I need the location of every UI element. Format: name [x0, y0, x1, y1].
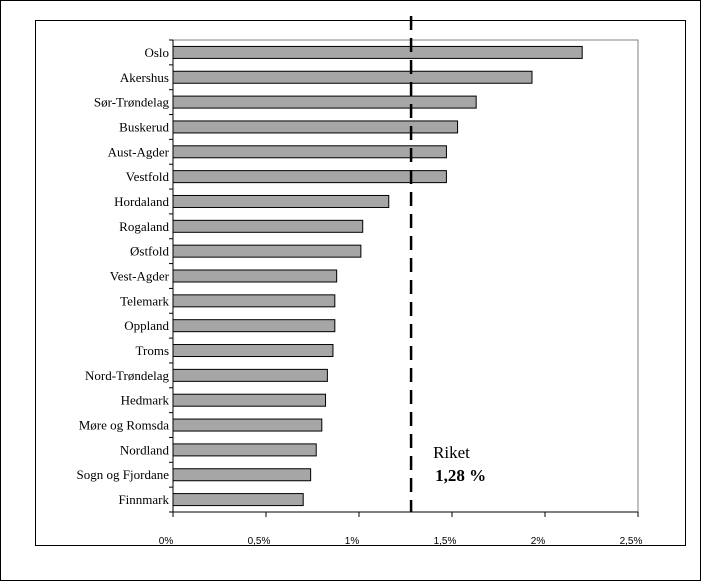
category-label: Vestfold [126, 169, 170, 184]
bar [172, 244, 362, 258]
category-label: Oppland [124, 318, 169, 333]
bar [172, 194, 390, 208]
category-label: Aust-Agder [108, 144, 170, 159]
x-tick-label: 0% [159, 536, 174, 547]
bar [172, 120, 459, 134]
bar [172, 219, 364, 233]
bar [172, 344, 334, 358]
bar [172, 418, 323, 432]
bar [172, 493, 304, 507]
bar [172, 393, 327, 407]
category-label: Hordaland [114, 194, 169, 209]
bar [172, 468, 312, 482]
category-label: Finnmark [118, 492, 169, 507]
bar [172, 294, 336, 308]
x-tick-label: 0,5% [248, 536, 271, 547]
riket-label: Riket [433, 443, 470, 462]
category-label: Møre og Romsda [79, 418, 170, 433]
category-label: Østfold [130, 244, 170, 259]
riket-value: 1,28 % [435, 466, 486, 485]
y-ticks-group [169, 39, 173, 513]
category-label: Nord-Trøndelag [85, 368, 170, 383]
category-label: Buskerud [119, 119, 169, 134]
x-tick-label: 1% [345, 536, 360, 547]
category-label: Sør-Trøndelag [94, 95, 170, 110]
bar [172, 269, 338, 283]
category-label: Nordland [120, 442, 170, 457]
bar [172, 170, 447, 184]
bar [172, 45, 583, 59]
x-tick-label: 1,5% [434, 536, 457, 547]
category-label: Hedmark [121, 393, 170, 408]
bar [172, 443, 317, 457]
bar [172, 368, 328, 382]
x-tick-label: 2,5% [620, 536, 643, 547]
category-labels: Oslo Akershus Sør-Trøndelag Buskerud Aust-Ag… [77, 45, 170, 507]
category-label: Oslo [144, 45, 169, 60]
x-ticks-group: 0% 0,5% 1% 1,5% 2% 2,5% [159, 512, 643, 547]
category-label: Akershus [120, 70, 169, 85]
category-label: Troms [136, 343, 169, 358]
bar [172, 95, 477, 109]
category-label: Sogn og Fjordane [77, 467, 170, 482]
bar [172, 145, 447, 159]
x-tick-label: 2% [531, 536, 546, 547]
category-label: Rogaland [119, 219, 169, 234]
category-label: Telemark [120, 293, 169, 308]
bars-group [172, 45, 583, 507]
bar [172, 319, 336, 333]
bar [172, 70, 533, 84]
category-label: Vest-Agder [110, 269, 170, 284]
